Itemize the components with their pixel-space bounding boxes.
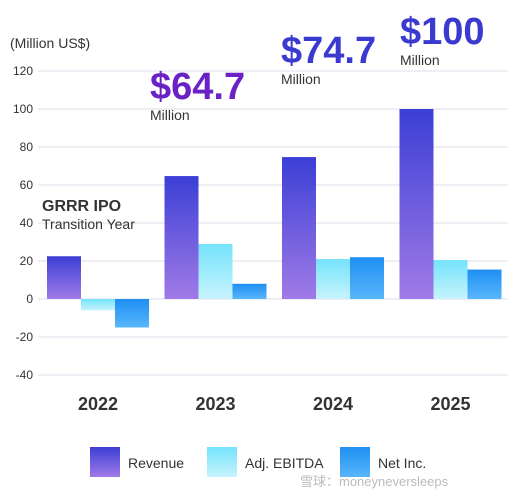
legend-label: Revenue [128,455,184,471]
y-tick-label: 40 [20,216,34,230]
bar-net-inc-2025 [467,269,502,299]
bar-net-inc-2022 [115,299,149,328]
y-tick-label: 80 [20,140,34,154]
y-tick-label: 20 [20,254,34,268]
bar-adj-ebitda-2025 [433,260,468,299]
bar-revenue-2024 [282,157,316,299]
bar-revenue-2025 [399,109,434,299]
x-tick-label: 2023 [195,394,235,414]
bar-net-inc-2024 [350,257,384,299]
bar-revenue-2023 [164,176,199,299]
y-tick-label: 120 [13,64,33,78]
y-tick-label: -40 [16,368,34,382]
y-tick-label: 0 [26,292,33,306]
annotation-value: $64.7 [150,66,245,108]
legend: Revenue Adj. EBITDA Net Inc. [90,447,426,477]
y-tick-label: 60 [20,178,34,192]
y-ticks: 120 100 80 60 40 20 0 -20 -40 [13,64,33,382]
y-tick-label: -20 [16,330,34,344]
annotation-unit: Million [150,107,190,123]
annotation-value: $100 [400,11,485,53]
legend-swatch [340,447,370,477]
annotation-unit: Million [400,52,440,68]
legend-swatch [90,447,120,477]
legend-label: Net Inc. [378,455,426,471]
annotation-value: $74.7 [281,30,376,72]
annotation-unit: Million [281,71,321,87]
bars [47,109,502,328]
annotation-title: GRRR IPO [42,198,121,215]
legend-label: Adj. EBITDA [245,455,324,471]
watermark: 雪球：moneyneversleeps [300,474,449,489]
x-labels: 2022 2023 2024 2025 [78,394,471,414]
bar-adj-ebitda-2023 [198,243,233,299]
x-tick-label: 2022 [78,394,118,414]
bar-adj-ebitda-2024 [316,259,350,299]
annotation-subtitle: Transition Year [42,216,135,232]
y-axis-label: (Million US$) [10,35,90,51]
x-tick-label: 2025 [430,394,470,414]
bar-revenue-2022 [47,256,81,299]
legend-swatch [207,447,237,477]
bar-net-inc-2023 [232,283,267,299]
y-tick-label: 100 [13,102,33,116]
bar-adj-ebitda-2022 [81,299,115,311]
x-tick-label: 2024 [313,394,353,414]
